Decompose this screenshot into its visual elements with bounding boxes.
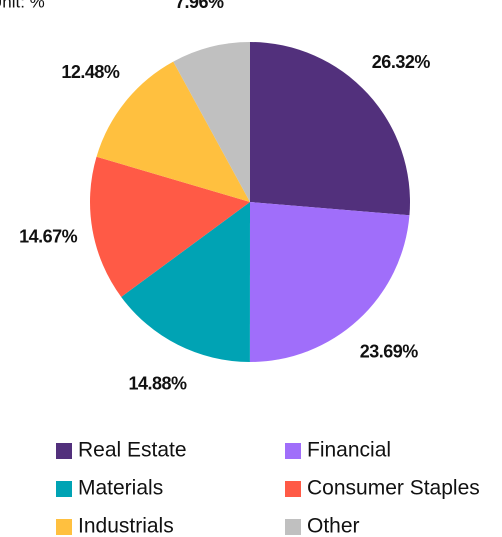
data-label: 23.69% — [360, 342, 419, 362]
data-label: 7.96% — [175, 0, 224, 12]
legend-swatch — [56, 481, 72, 497]
legend-swatch — [285, 519, 301, 535]
legend-swatch — [56, 443, 72, 459]
data-label: 14.67% — [19, 226, 78, 246]
legend-label: Financial — [307, 439, 391, 462]
legend-swatch — [285, 481, 301, 497]
legend-label: Other — [307, 515, 360, 537]
data-label: 12.48% — [61, 62, 120, 82]
legend-label: Consumer Staples — [307, 477, 480, 500]
pie-slice — [89, 156, 250, 297]
unit-note: Unit: % — [0, 0, 45, 11]
pie-slice — [96, 61, 250, 202]
data-label: 26.32% — [372, 52, 431, 72]
pie-slice — [250, 42, 410, 216]
legend-label: Industrials — [78, 515, 174, 537]
legend-swatch — [56, 519, 72, 535]
legend-label: Real Estate — [78, 439, 187, 462]
data-label: 14.88% — [128, 374, 187, 394]
pie-slice — [173, 42, 250, 202]
legend-swatch — [285, 443, 301, 459]
pie-slice — [249, 202, 410, 362]
legend-label: Materials — [78, 477, 163, 500]
pie-slice — [121, 202, 251, 362]
